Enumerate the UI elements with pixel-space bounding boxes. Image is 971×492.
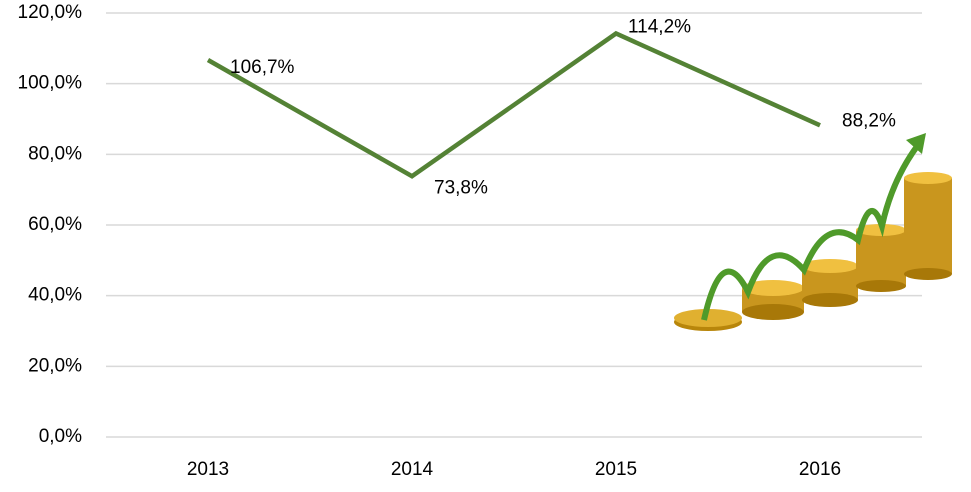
data-label: 114,2% <box>628 17 691 38</box>
grid <box>106 13 922 437</box>
data-label: 106,7% <box>230 57 295 78</box>
x-tick-label: 2015 <box>595 459 637 480</box>
y-tick-label: 100,0% <box>18 73 83 94</box>
x-tick-label: 2014 <box>391 459 434 480</box>
y-tick-label: 40,0% <box>28 285 82 306</box>
chart: 0,0% 20,0% 40,0% 60,0% 80,0% 100,0% 120,0% 2013… <box>0 0 971 492</box>
x-tick-label: 2013 <box>187 459 229 480</box>
data-label: 88,2% <box>842 110 896 131</box>
data-label: 73,8% <box>434 177 488 198</box>
y-tick-label: 80,0% <box>28 143 82 164</box>
x-tick-label: 2016 <box>799 459 841 480</box>
y-tick-label: 0,0% <box>39 426 82 447</box>
y-tick-label: 120,0% <box>18 2 83 23</box>
y-tick-label: 20,0% <box>28 355 82 376</box>
y-tick-label: 60,0% <box>28 214 82 235</box>
coins-decoration <box>674 133 952 331</box>
